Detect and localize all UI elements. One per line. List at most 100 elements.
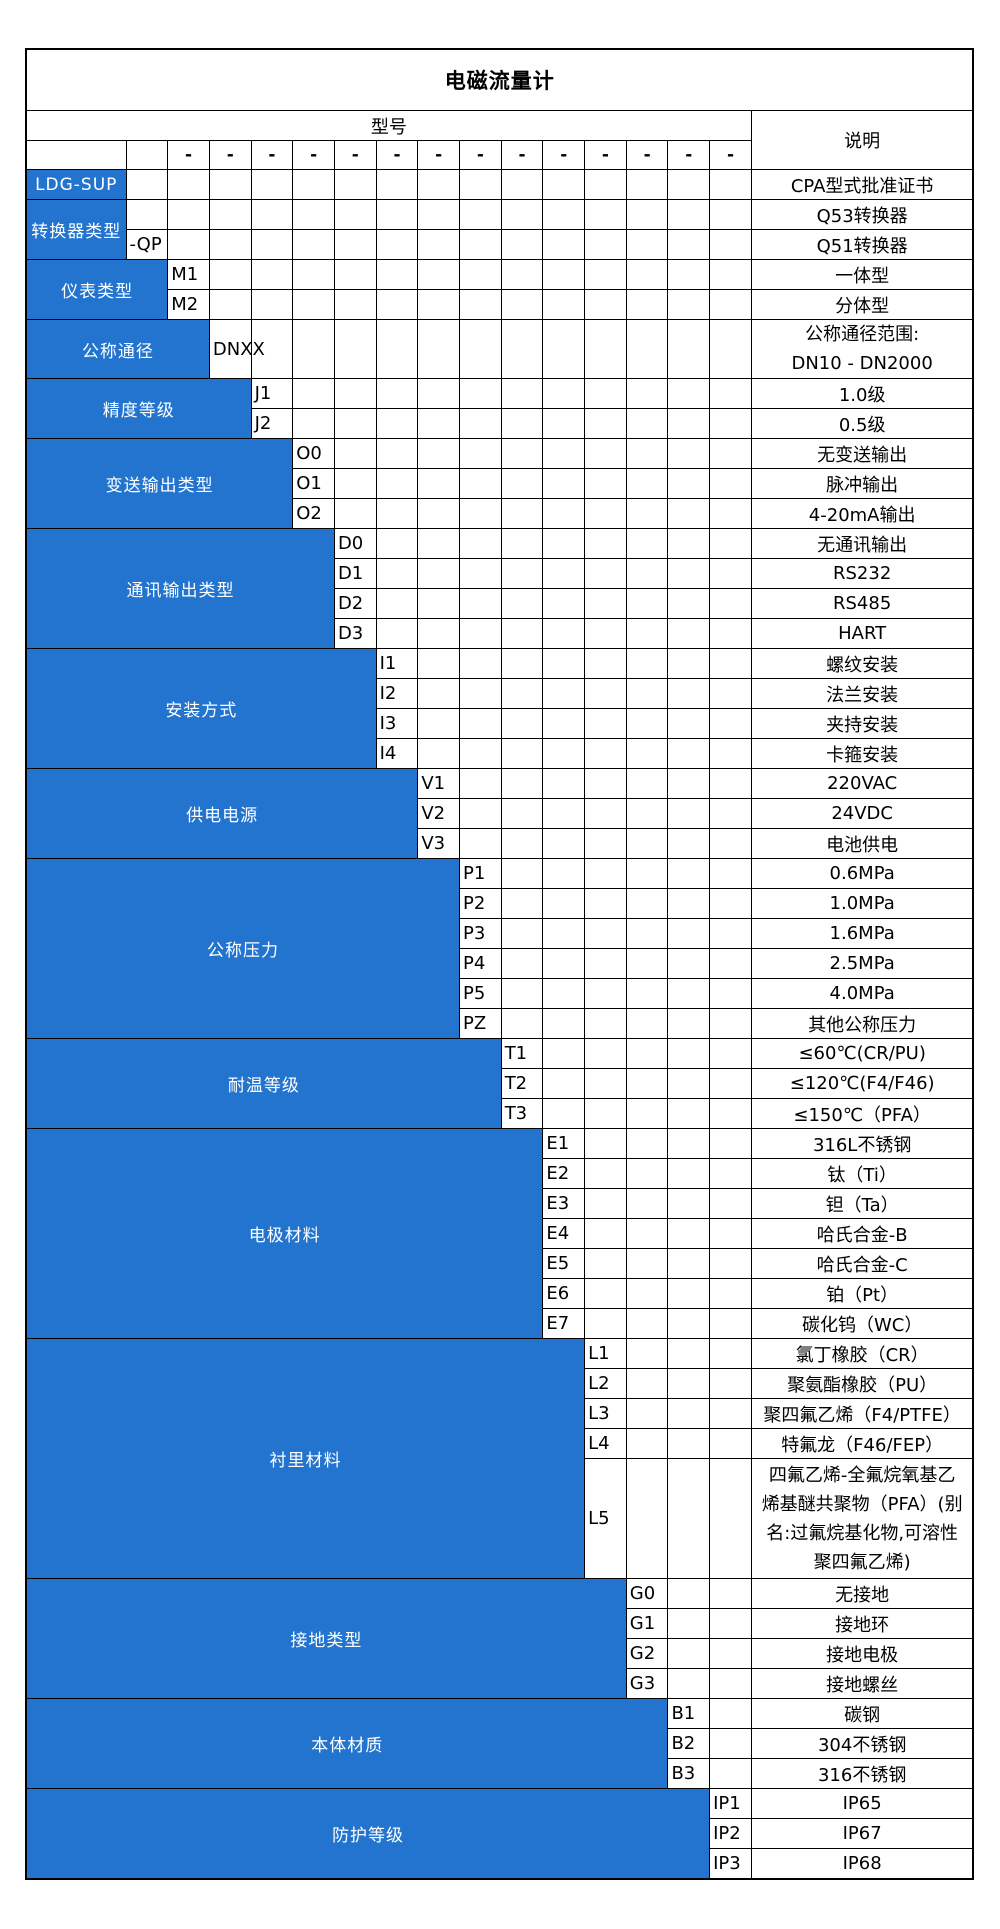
code-cell: E3 [542, 1188, 586, 1219]
empty-cell [500, 229, 544, 260]
empty-cell [333, 259, 377, 290]
empty-cell [584, 588, 627, 619]
description-cell: 316L不锈钢 [750, 1128, 974, 1159]
empty-cell [625, 918, 669, 949]
description-line: DN10 - DN2000 [791, 353, 933, 374]
empty-cell [417, 678, 460, 709]
code-cell: I4 [375, 738, 419, 769]
empty-cell [500, 289, 544, 320]
description-cell: 氯丁橡胶（CR） [750, 1338, 974, 1369]
empty-cell [625, 1308, 669, 1339]
description-cell: 接地电极 [750, 1638, 974, 1669]
empty-cell [500, 918, 544, 949]
empty-cell [375, 498, 419, 529]
description-cell: 0.5级 [750, 408, 974, 439]
empty-cell [584, 1248, 627, 1279]
code-cell [125, 199, 169, 230]
empty-cell [333, 438, 377, 469]
empty-cell [709, 408, 752, 439]
empty-cell [542, 648, 586, 679]
empty-cell [459, 438, 502, 469]
empty-cell [333, 199, 377, 230]
description-cell: 钛（Ti） [750, 1158, 974, 1189]
table-row: B3 316不锈钢 [26, 1758, 974, 1789]
empty-cell [167, 229, 210, 260]
code-cell: IP2 [709, 1818, 752, 1849]
empty-cell [625, 528, 669, 559]
empty-cell [208, 199, 252, 230]
description-cell: ≤60℃(CR/PU) [750, 1038, 974, 1069]
empty-cell [625, 798, 669, 829]
empty-cell [667, 1158, 711, 1189]
empty-cell [709, 1308, 752, 1339]
category-cell: 转换器类型 [25, 199, 127, 260]
empty-cell [667, 199, 711, 230]
empty-cell [625, 858, 669, 889]
empty-cell [417, 319, 460, 379]
empty-cell [625, 828, 669, 859]
category-cell: 接地类型 [25, 1578, 627, 1699]
empty-cell [625, 1338, 669, 1369]
empty-cell [292, 199, 335, 230]
description-header: 说明 [750, 110, 974, 170]
empty-cell [417, 169, 460, 200]
empty-cell [459, 678, 502, 709]
table-row: 转换器类型 Q53转换器 [25, 199, 974, 260]
empty-cell [375, 588, 419, 619]
empty-cell [625, 1398, 669, 1429]
description-line: 四氟乙烯-全氟烷氧基乙 [768, 1464, 956, 1486]
empty-cell [584, 468, 627, 499]
empty-cell [667, 708, 711, 739]
empty-cell [500, 558, 544, 589]
empty-cell [709, 1278, 752, 1309]
empty-cell [709, 468, 752, 499]
empty-cell [584, 378, 627, 409]
empty-cell [667, 498, 711, 529]
empty-cell [625, 169, 669, 200]
empty-cell [417, 498, 460, 529]
empty-cell [667, 588, 711, 619]
dash-cell: - [208, 140, 252, 170]
table-row: O1 脉冲输出 [26, 468, 974, 499]
empty-cell [667, 1608, 711, 1639]
empty-cell [500, 199, 544, 230]
table-row: -QP Q51转换器 [26, 229, 974, 260]
empty-cell [625, 408, 669, 439]
empty-cell [625, 1248, 669, 1279]
description-cell: 无接地 [750, 1578, 974, 1609]
code-cell: L2 [584, 1368, 627, 1399]
empty-cell [584, 648, 627, 679]
table-row: 耐温等级 T1 ≤60℃(CR/PU) [25, 1038, 974, 1129]
empty-cell [417, 229, 460, 260]
code-cell: D0 [333, 528, 377, 559]
empty-cell [625, 1218, 669, 1249]
empty-cell [500, 438, 544, 469]
code-cell: L5 [584, 1458, 627, 1579]
table-row: 接地类型 G0 无接地 [25, 1578, 974, 1699]
empty-cell [625, 259, 669, 290]
empty-cell [542, 408, 586, 439]
empty-cell [417, 259, 460, 290]
description-cell: 碳钢 [750, 1698, 974, 1729]
empty-cell [417, 438, 460, 469]
code-cell: T2 [500, 1068, 544, 1099]
empty-cell [584, 1308, 627, 1339]
empty-cell [500, 259, 544, 290]
empty-cell [208, 169, 252, 200]
table-row: 电极材料 E1 316L不锈钢 [25, 1128, 974, 1339]
code-cell: B2 [667, 1728, 711, 1759]
empty-cell [709, 378, 752, 409]
code-cell: E1 [542, 1128, 586, 1159]
code-cell: D3 [333, 618, 377, 649]
empty-cell [417, 378, 460, 409]
empty-cell [417, 648, 460, 679]
description-cell: 220VAC [750, 768, 974, 799]
description-cell: 4-20mA输出 [750, 498, 974, 529]
dash-cell: - [375, 140, 419, 170]
code-cell: L3 [584, 1398, 627, 1429]
empty-cell [709, 1338, 752, 1369]
empty-cell [542, 768, 586, 799]
empty-cell [542, 378, 586, 409]
empty-cell [709, 1728, 752, 1759]
table-row: O2 4-20mA输出 [26, 498, 974, 529]
